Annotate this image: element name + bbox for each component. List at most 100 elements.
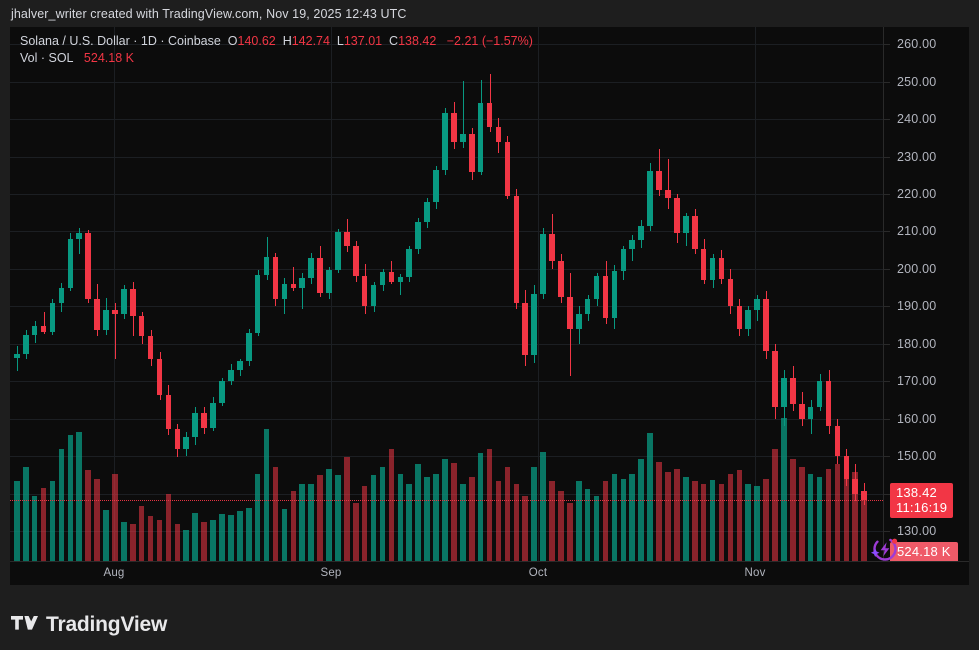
chart-pane[interactable] [10, 27, 883, 561]
candle-body [807, 407, 814, 419]
volume-bar [370, 475, 377, 561]
candle-wick [302, 272, 303, 309]
price-axis-tick [884, 82, 890, 83]
candle-body [567, 296, 573, 329]
price-axis-label: 210.00 [897, 224, 937, 238]
volume-bar [67, 435, 74, 561]
candle-body [727, 278, 734, 307]
volume-bar [540, 451, 546, 561]
candle-body [129, 289, 136, 317]
volume-bar [138, 506, 145, 561]
candle-body [254, 274, 261, 333]
candle-body [861, 491, 867, 500]
price-axis[interactable]: 138.42 11:16:19 524.18 K 260.00 250.00 240… [883, 27, 969, 563]
candle-body [629, 240, 636, 250]
volume-bar [174, 523, 181, 561]
volume-bar [183, 529, 190, 561]
volume-bar [308, 483, 314, 561]
volume-bar [647, 433, 653, 561]
candle-body [379, 271, 386, 286]
volume-bar [656, 461, 662, 561]
candle-body [477, 102, 484, 172]
volume-bar [736, 470, 743, 561]
candle-body [14, 353, 20, 359]
volume-bar [602, 481, 609, 561]
candle-body [290, 283, 297, 289]
price-axis-label: 190.00 [897, 299, 937, 313]
volume-bar [76, 431, 83, 561]
candle-body [451, 113, 457, 142]
candle-body [76, 232, 83, 239]
volume-bar [629, 474, 636, 561]
volume-bar [397, 474, 404, 561]
candle-body [299, 277, 306, 289]
gridline-horizontal [10, 231, 883, 232]
price-axis-tick [884, 494, 890, 495]
volume-bar [94, 478, 100, 561]
gridline-horizontal [10, 306, 883, 307]
candle-body [754, 298, 760, 311]
chart-container[interactable]: Solana / U.S. Dollar · 1D · Coinbase O14… [10, 27, 969, 585]
tradingview-brand-text: TradingView [46, 613, 168, 636]
volume-bar [192, 512, 198, 561]
candle-body [825, 381, 832, 427]
volume-bar [674, 469, 680, 561]
gridline-vertical [114, 27, 115, 561]
volume-bar [584, 488, 591, 561]
price-axis-tick [884, 231, 890, 232]
volume-bar [531, 466, 537, 561]
candle-body [415, 222, 421, 250]
volume-bar [281, 508, 288, 561]
volume-bar [718, 483, 725, 561]
volume-bar [781, 418, 787, 561]
current-price-value: 138.42 [896, 485, 937, 500]
candle-body [468, 134, 475, 172]
candle-body [281, 283, 288, 299]
volume-bar [103, 510, 109, 561]
volume-bar [495, 481, 502, 561]
price-axis-tick [884, 157, 890, 158]
candle-body [584, 298, 591, 314]
footer-branding: TradingView [0, 600, 979, 650]
candle-body [308, 257, 314, 278]
volume-bar [709, 480, 716, 561]
candle-body [228, 370, 234, 381]
candle-body [406, 249, 413, 278]
candle-body [138, 316, 145, 337]
volume-bar [513, 483, 520, 561]
price-axis-tick [884, 531, 890, 532]
volume-bar [406, 483, 413, 561]
gridline-vertical [538, 27, 539, 561]
volume-bar [665, 471, 671, 561]
time-axis[interactable]: Aug Sep Oct Nov [10, 561, 969, 585]
time-axis-label: Aug [103, 567, 125, 579]
volume-bar [477, 452, 484, 561]
candle-body [700, 248, 707, 281]
candle-wick [463, 80, 464, 148]
candle-body [67, 238, 74, 288]
time-axis-label: Oct [528, 567, 548, 579]
candle-body [504, 141, 511, 196]
price-axis-label: 220.00 [897, 187, 937, 201]
volume-bar [14, 481, 20, 561]
price-axis-label: 240.00 [897, 112, 937, 126]
volume-bar [745, 483, 752, 561]
candle-body [674, 197, 680, 233]
volume-bar [575, 481, 582, 561]
price-axis-tick [884, 194, 890, 195]
volume-bar [834, 464, 841, 561]
volume-bar [31, 496, 38, 561]
price-axis-label: 250.00 [897, 75, 937, 89]
volume-bar [147, 516, 154, 561]
gridline-horizontal [10, 269, 883, 270]
candle-body [58, 287, 65, 303]
volume-bar [85, 470, 91, 561]
attribution-text: jhalver_writer created with TradingView.… [11, 6, 407, 21]
candle-body [763, 298, 769, 352]
sparkle-lightning-icon[interactable] [866, 532, 900, 571]
candle-body [201, 412, 207, 429]
volume-bar [156, 520, 163, 561]
price-axis-tick [884, 344, 890, 345]
volume-bar [379, 466, 386, 561]
volume-bar [798, 466, 805, 561]
